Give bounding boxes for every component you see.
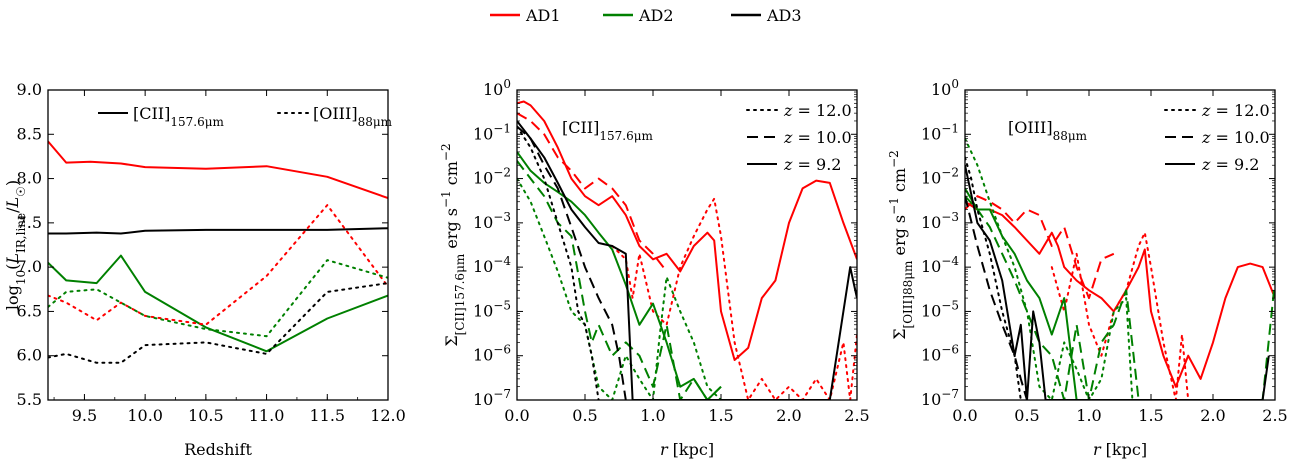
panel-annotation: [CII]157.6μm bbox=[562, 118, 654, 143]
series-line-ad1-z12-0-dotted bbox=[611, 197, 857, 400]
x-tick-label: 0.0 bbox=[952, 406, 977, 425]
legend-label-ad2: AD2 bbox=[638, 6, 674, 25]
x-tick-label: 2.0 bbox=[1200, 406, 1225, 425]
y-tick-label: 6.0 bbox=[17, 346, 42, 365]
x-axis-label: Redshift bbox=[184, 440, 252, 459]
y-axis-label: Σ[OIII]88μm erg s−1 cm−2 bbox=[887, 150, 915, 340]
y-tick-label: 10−2 bbox=[921, 166, 959, 188]
legend-label-solid: z = 9.2 bbox=[783, 155, 841, 174]
x-tick-label: 10.5 bbox=[188, 406, 224, 425]
series-line-ad1-z9-2-solid bbox=[965, 200, 1275, 388]
top-legend: AD1 AD2 AD3 bbox=[490, 6, 802, 25]
y-tick-label: 10−5 bbox=[921, 298, 959, 320]
series-group bbox=[965, 137, 1275, 400]
y-tick-label: 10−3 bbox=[473, 210, 511, 232]
legend-label-dashed: z = 10.0 bbox=[1201, 128, 1270, 147]
series-line-ad1-z12-0-dotted bbox=[1050, 231, 1190, 400]
y-tick-label: 100 bbox=[483, 77, 511, 99]
series-line-ad2-z9-2-solid bbox=[517, 151, 722, 400]
series-line-ad3-oiii-88-m-dotted bbox=[48, 282, 388, 364]
series-line-ad1-z10-0-dashed bbox=[965, 195, 1115, 300]
legend-label-dotted: [OIII]88μm bbox=[313, 104, 393, 129]
series-line-ad1-z10-0-dashed bbox=[517, 112, 668, 273]
y-tick-label: 10−6 bbox=[921, 343, 959, 365]
y-tick-label: 10−1 bbox=[473, 121, 511, 143]
legend-label-ad1: AD1 bbox=[525, 6, 561, 25]
inner-legend: z = 12.0 z = 10.0 z = 9.2 bbox=[746, 101, 852, 174]
y-tick-label: 8.5 bbox=[17, 124, 42, 143]
legend-label-dotted: z = 12.0 bbox=[783, 101, 852, 120]
y-tick-label: 10−3 bbox=[921, 210, 959, 232]
series-line-ad3-z10-0-dashed bbox=[517, 125, 627, 400]
y-tick-label: 10−4 bbox=[921, 254, 959, 276]
x-axis-label: r [kpc] bbox=[660, 440, 714, 459]
y-tick-label: 9.0 bbox=[17, 80, 42, 99]
panel-cii-profile: 0.0 0.5 1.0 1.5 2.0 2.5 10−7 10−6 10−5 10−4 10−3 10… bbox=[439, 77, 870, 459]
series-line-ad2-oiii-88-m-dotted bbox=[48, 259, 388, 338]
y-axis-label: log10(LIR,line/L☉) bbox=[3, 180, 28, 310]
series-line-ad2-z10-0-dashed bbox=[965, 195, 1275, 400]
y-tick-label: 10−6 bbox=[473, 343, 511, 365]
x-tick-label: 2.5 bbox=[1262, 406, 1287, 425]
x-tick-label: 0.5 bbox=[1014, 406, 1039, 425]
y-tick-label: 7.0 bbox=[17, 257, 42, 276]
plot-frame bbox=[516, 89, 858, 401]
x-axis-label: r [kpc] bbox=[1093, 440, 1147, 459]
y-tick-label: 10−5 bbox=[473, 298, 511, 320]
plot-frame bbox=[47, 89, 389, 401]
y-tick-label: 5.5 bbox=[17, 390, 42, 409]
series-group bbox=[517, 100, 857, 400]
legend-label-solid: z = 9.2 bbox=[1201, 155, 1259, 174]
x-tick-label: 1.0 bbox=[640, 406, 665, 425]
panel-oiii-profile: 0.0 0.5 1.0 1.5 2.0 2.5 10−7 10−6 10−5 10−4 10−3 10… bbox=[887, 77, 1288, 459]
series-line-ad2-z12-0-dotted bbox=[517, 177, 722, 400]
x-tick-label: 1.5 bbox=[708, 406, 733, 425]
series-line-ad2-z9-2-solid bbox=[965, 187, 1078, 400]
legend-label-solid: [CII]157.6μm bbox=[133, 104, 225, 129]
y-tick-label: 10−1 bbox=[921, 121, 959, 143]
panel-redshift-luminosity: 9.5 10.0 10.5 11.0 11.5 12.0 5.5 6.0 6.5 7.0 7.5 8.… bbox=[3, 80, 406, 459]
series-line-ad1-oiii-88-m-dotted bbox=[48, 204, 388, 326]
series-line-ad3-z9-2-solid bbox=[517, 120, 857, 400]
series-line-ad2-z10-0-dashed bbox=[517, 160, 722, 400]
y-axis-label: Σ[CII]157.6μm erg s−1 cm−2 bbox=[439, 143, 467, 346]
inner-legend: [CII]157.6μm [OIII]88μm bbox=[98, 104, 393, 129]
x-tick-label: 2.0 bbox=[776, 406, 801, 425]
plot-frame bbox=[964, 89, 1276, 401]
panel-annotation: [OIII]88μm bbox=[1008, 118, 1088, 143]
y-tick-label: 8.0 bbox=[17, 169, 42, 188]
x-tick-label: 12.0 bbox=[370, 406, 406, 425]
series-line-ad3-z12-0-dotted bbox=[517, 125, 600, 400]
legend-label-dashed: z = 10.0 bbox=[783, 128, 852, 147]
y-tick-label: 10−2 bbox=[473, 166, 511, 188]
inner-legend: z = 12.0 z = 10.0 z = 9.2 bbox=[1164, 101, 1270, 174]
y-tick-label: 10−4 bbox=[473, 254, 511, 276]
series-line-ad3-cii-157-6-m-solid bbox=[48, 227, 388, 235]
y-tick-label: 10−7 bbox=[473, 387, 511, 409]
series-line-ad1-cii-157-6-m-solid bbox=[48, 140, 388, 200]
series-line-ad3-z12-0-dotted bbox=[965, 156, 1022, 400]
x-tick-label: 11.0 bbox=[249, 406, 285, 425]
x-tick-label: 0.5 bbox=[572, 406, 597, 425]
x-tick-label: 1.5 bbox=[1138, 406, 1163, 425]
x-tick-label: 2.5 bbox=[844, 406, 869, 425]
series-line-ad2-cii-157-6-m-solid bbox=[48, 254, 388, 353]
x-tick-label: 9.5 bbox=[72, 406, 97, 425]
y-tick-label: 100 bbox=[931, 77, 959, 99]
legend-label-dotted: z = 12.0 bbox=[1201, 101, 1270, 120]
x-tick-label: 1.0 bbox=[1076, 406, 1101, 425]
y-tick-label: 10−7 bbox=[921, 387, 959, 409]
x-tick-label: 10.0 bbox=[127, 406, 163, 425]
legend-label-ad3: AD3 bbox=[766, 6, 802, 25]
y-tick-label: 7.5 bbox=[17, 213, 42, 232]
x-tick-label: 11.5 bbox=[309, 406, 345, 425]
y-tick-label: 6.5 bbox=[17, 301, 42, 320]
series-line-ad3-z9-2-solid bbox=[965, 164, 1270, 400]
series-line-ad2-z12-0-dotted bbox=[965, 137, 1134, 400]
x-tick-label: 0.0 bbox=[504, 406, 529, 425]
series-group bbox=[48, 140, 388, 364]
series-line-ad3-z10-0-dashed bbox=[965, 195, 1028, 400]
